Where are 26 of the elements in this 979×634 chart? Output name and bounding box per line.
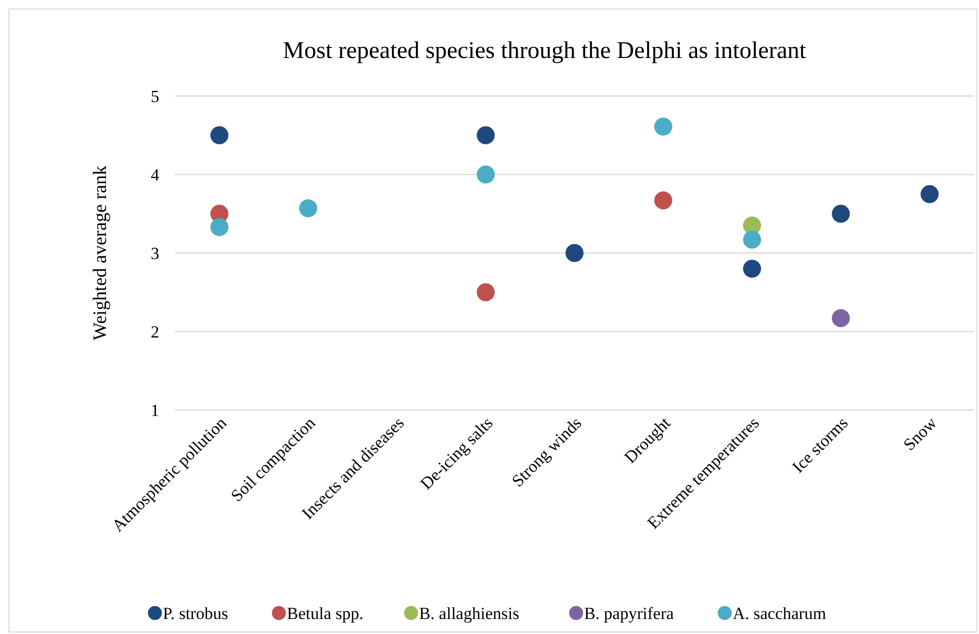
point — [210, 218, 228, 236]
point — [210, 126, 228, 144]
legend-label: Betula spp. — [286, 604, 364, 623]
legend-label: A. saccharum — [732, 604, 826, 623]
point — [920, 185, 939, 204]
point — [299, 199, 318, 218]
point — [476, 126, 495, 144]
point — [654, 118, 672, 136]
point — [832, 204, 850, 223]
y-tick-label: 1 — [150, 400, 160, 420]
point — [743, 230, 762, 249]
y-axis-title: Weighted average rank — [90, 165, 111, 340]
legend-label: B. papyrifera — [584, 604, 674, 623]
y-tick-label: 4 — [150, 165, 160, 184]
y-tick-label: 2 — [150, 322, 160, 342]
chart-title: Most repeated species through the Delphi as intolerant — [282, 38, 806, 64]
legend-label: B. allaghiensis — [419, 604, 520, 623]
y-tick-label: 5 — [150, 86, 160, 106]
point — [743, 260, 762, 278]
legend-label: P. strobus — [162, 604, 228, 623]
point — [832, 309, 850, 328]
point — [654, 191, 672, 210]
point — [566, 244, 584, 262]
point — [476, 166, 495, 184]
y-tick-label: 3 — [150, 244, 160, 263]
point — [476, 283, 495, 302]
